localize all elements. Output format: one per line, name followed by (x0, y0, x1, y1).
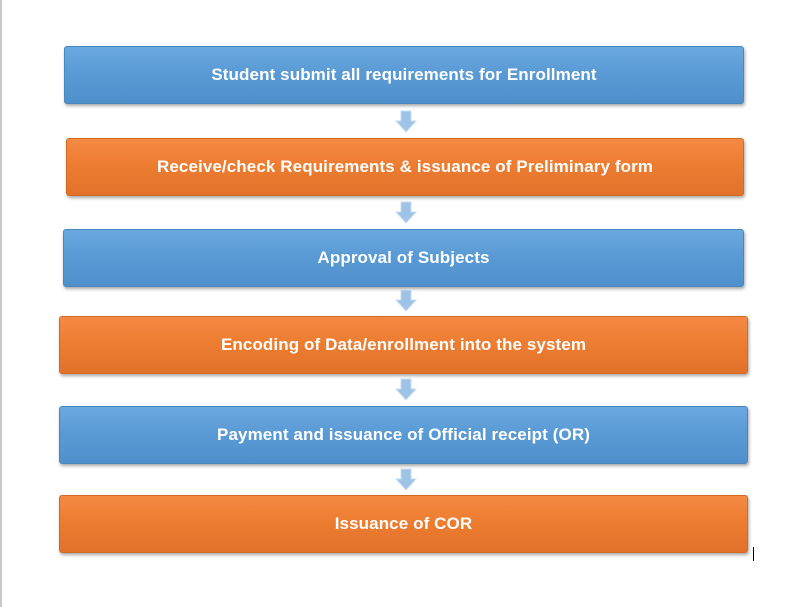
down-arrow-icon (394, 378, 418, 402)
text-cursor (753, 547, 754, 561)
down-arrow-icon (394, 468, 418, 492)
step-payment-official-receipt: Payment and issuance of Official receipt… (59, 406, 748, 464)
step-label: Approval of Subjects (317, 248, 490, 267)
page-left-border (0, 0, 2, 607)
step-label: Encoding of Data/enrollment into the sys… (220, 335, 587, 354)
step-check-requirements: Receive/check Requirements & issuance of… (66, 138, 744, 196)
down-arrow-icon (394, 110, 418, 134)
step-label: Student submit all requirements for Enro… (211, 65, 597, 84)
step-label: Payment and issuance of Official receipt… (217, 425, 590, 444)
step-label: Issuance of COR (334, 514, 473, 533)
down-arrow-icon (394, 201, 418, 225)
step-label: Receive/check Requirements & issuance of… (156, 157, 654, 176)
down-arrow-icon (394, 289, 418, 313)
step-encoding-of-data: Encoding of Data/enrollment into the sys… (59, 316, 748, 374)
step-issuance-of-cor: Issuance of COR (59, 495, 748, 553)
step-approval-of-subjects: Approval of Subjects (63, 229, 744, 287)
step-submit-requirements: Student submit all requirements for Enro… (64, 46, 744, 104)
